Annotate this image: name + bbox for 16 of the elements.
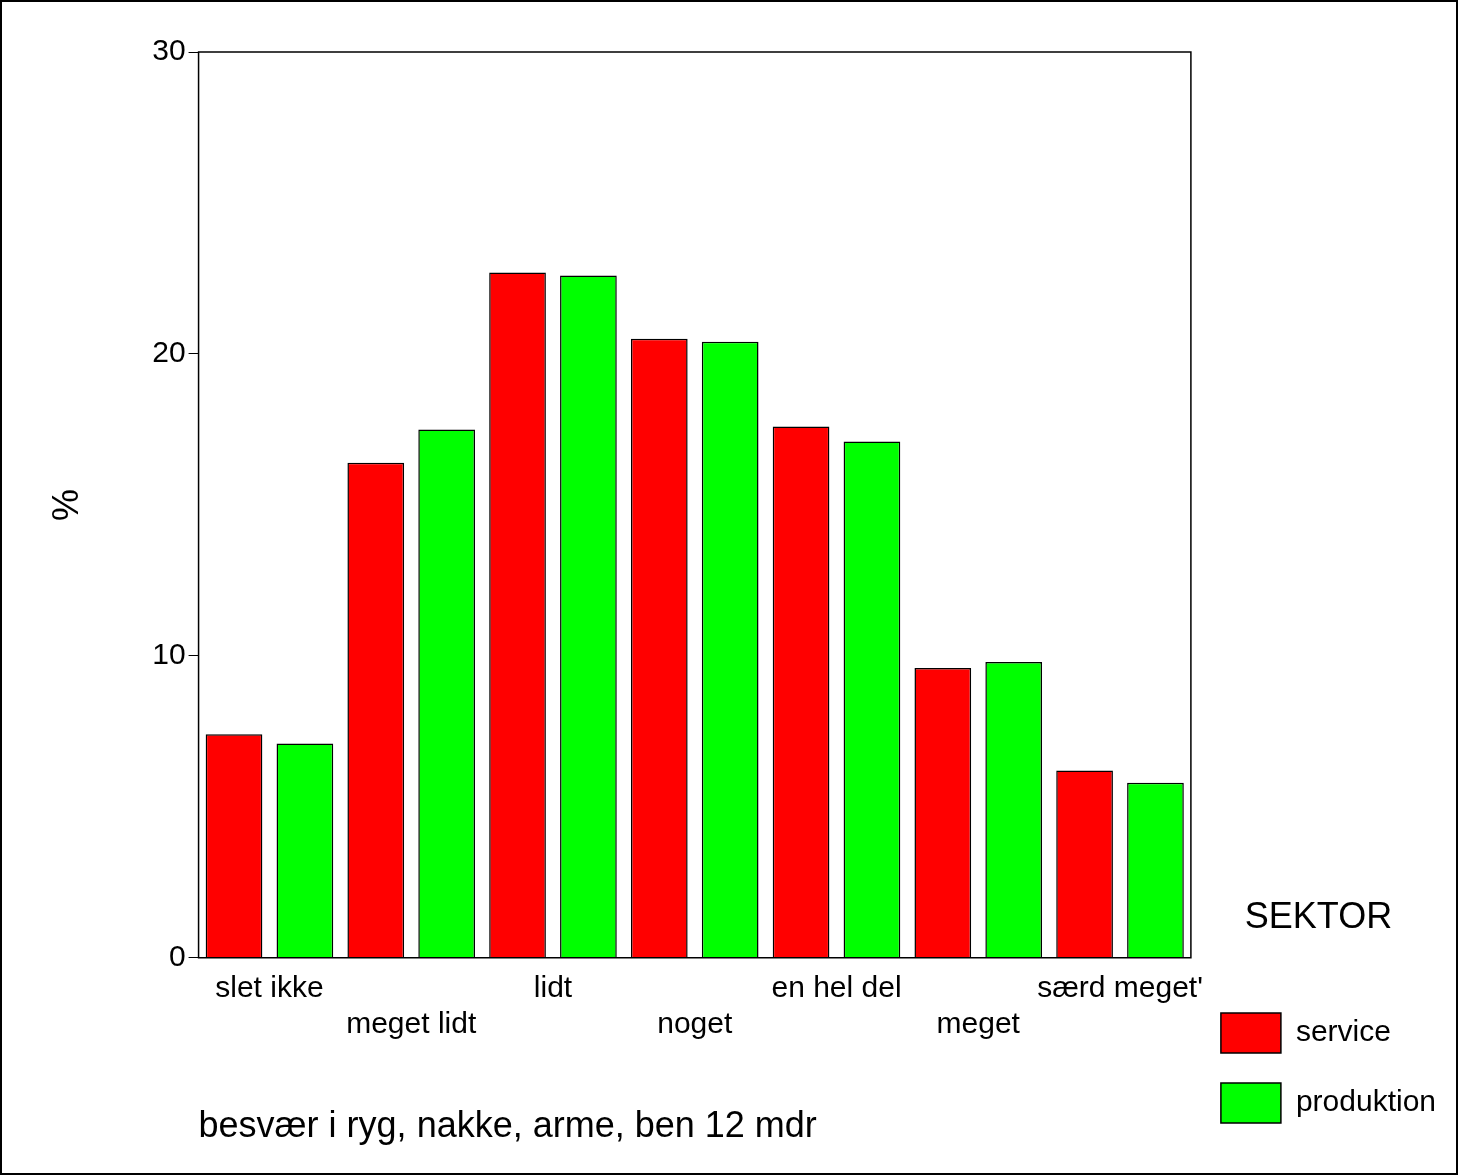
legend-label: service xyxy=(1295,1014,1391,1048)
legend-label: produktion xyxy=(1295,1084,1437,1118)
y-tick-label: 10 xyxy=(152,637,186,671)
x-tick-label: særd meget' xyxy=(1037,970,1203,1004)
y-axis-title: % xyxy=(44,488,86,521)
x-tick-label: noget xyxy=(657,1006,733,1040)
x-tick-label: lidt xyxy=(533,970,573,1004)
x-axis-title: besvær i ryg, nakke, arme, ben 12 mdr xyxy=(198,1104,817,1146)
legend-title: SEKTOR xyxy=(1244,894,1393,936)
x-tick-label: meget xyxy=(936,1006,1021,1040)
x-tick-label: meget lidt xyxy=(346,1006,477,1040)
x-tick-label: slet ikke xyxy=(215,970,324,1004)
x-tick-label: en hel del xyxy=(771,970,902,1004)
y-tick-label: 30 xyxy=(152,33,186,67)
y-tick-label: 20 xyxy=(152,335,186,369)
y-tick-label: 0 xyxy=(168,939,186,973)
